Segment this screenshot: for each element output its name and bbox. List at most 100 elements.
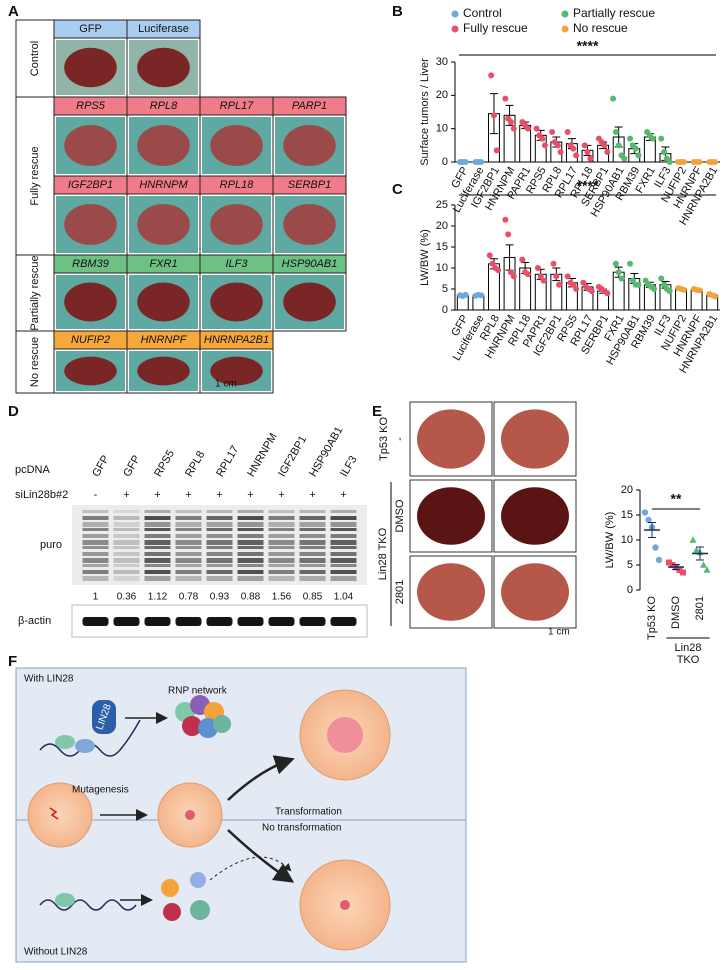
data-point <box>533 125 540 132</box>
lane-label: HNRNPM <box>245 431 280 479</box>
liver <box>64 356 117 386</box>
panel-letter: A <box>8 3 19 20</box>
y-tick-label: 20 <box>621 484 633 496</box>
blot-band <box>206 552 233 556</box>
data-point <box>615 142 622 149</box>
blot-band <box>82 552 109 556</box>
data-point <box>502 216 509 223</box>
blot-band <box>113 528 140 531</box>
blot-band <box>330 564 357 567</box>
data-point <box>627 260 634 267</box>
legend-label: Control <box>463 6 502 20</box>
row-header <box>15 254 55 332</box>
liver <box>137 356 190 386</box>
blot-band <box>268 570 295 574</box>
blot-band <box>144 570 171 574</box>
blot-band <box>299 570 326 574</box>
data-point <box>621 155 628 162</box>
data-point <box>493 147 500 154</box>
significance: **** <box>577 178 599 194</box>
data-point <box>541 142 548 149</box>
gene-label: HNRNPM <box>139 179 188 191</box>
data-point <box>587 155 594 162</box>
data-point <box>507 119 514 125</box>
y-tick-label: 10 <box>436 123 448 135</box>
blot-band <box>82 522 109 527</box>
actin-band <box>206 617 233 626</box>
data-point <box>581 142 588 149</box>
data-point <box>564 273 571 280</box>
quant: 0.36 <box>117 592 137 603</box>
blot-band <box>82 570 109 574</box>
gene-header <box>272 254 347 274</box>
blot-band <box>237 576 264 581</box>
gene-label: Luciferase <box>138 23 189 35</box>
blot-band <box>299 540 326 545</box>
blot-band <box>175 546 202 549</box>
y-tick-label: 0 <box>627 584 633 596</box>
row-label: Tp53 KO <box>378 417 390 461</box>
blot-band <box>330 546 357 549</box>
data-point <box>564 129 571 135</box>
error-bar <box>672 564 680 570</box>
blot-band <box>175 576 202 581</box>
data-point <box>604 149 611 155</box>
gene-label: RPL8 <box>150 100 178 112</box>
data-point <box>573 152 580 159</box>
blot-band <box>113 576 140 581</box>
lane-label: GFP <box>90 453 112 479</box>
liver <box>64 203 117 246</box>
blot-band <box>206 546 233 549</box>
sirna-sign: + <box>185 489 191 501</box>
blot-band <box>113 546 140 549</box>
panel-letter: E <box>372 403 382 420</box>
data-point <box>712 293 719 300</box>
sirna-sign: + <box>340 489 346 501</box>
blot-band <box>82 516 109 520</box>
blot-band <box>299 546 326 549</box>
blot-band <box>299 528 326 531</box>
data-point <box>627 135 634 142</box>
blot-band <box>206 576 233 581</box>
data-point <box>570 145 577 152</box>
legend-marker <box>561 10 569 18</box>
y-tick-label: 10 <box>436 262 448 274</box>
quant: 1 <box>93 592 99 603</box>
data-point <box>703 566 711 573</box>
blot-band <box>330 570 357 574</box>
liver <box>137 124 190 167</box>
y-tick-label: 0 <box>442 156 448 168</box>
blot-band <box>144 534 171 538</box>
blot-band <box>268 534 295 538</box>
data-point <box>700 561 707 568</box>
data-point <box>502 95 509 102</box>
blot-band <box>113 564 140 567</box>
blot-band <box>237 516 264 520</box>
data-point <box>462 291 469 298</box>
blot-band <box>113 516 140 520</box>
data-point <box>680 569 686 576</box>
blot-band <box>144 546 171 549</box>
sirna-sign: + <box>123 489 129 501</box>
group-label: Lin28 TKO <box>377 527 389 580</box>
panel-letter: C <box>392 181 403 198</box>
row-label: β-actin <box>18 615 51 627</box>
blot-band <box>268 558 295 563</box>
blot-band <box>237 528 264 531</box>
blot-band <box>144 522 171 527</box>
blot-band <box>82 546 109 549</box>
gene-label: ILF3 <box>225 258 248 270</box>
liver <box>210 282 263 322</box>
blot-band <box>144 540 171 545</box>
blot-band <box>175 534 202 538</box>
blot-band <box>175 564 202 567</box>
blot-band <box>113 522 140 527</box>
gene-header <box>126 19 201 39</box>
blot-band <box>237 534 264 538</box>
liver <box>210 356 263 386</box>
data-point <box>505 231 512 238</box>
data-point <box>666 559 672 566</box>
blot-band <box>268 522 295 527</box>
liver <box>283 203 336 246</box>
quant: 1.12 <box>148 592 168 603</box>
